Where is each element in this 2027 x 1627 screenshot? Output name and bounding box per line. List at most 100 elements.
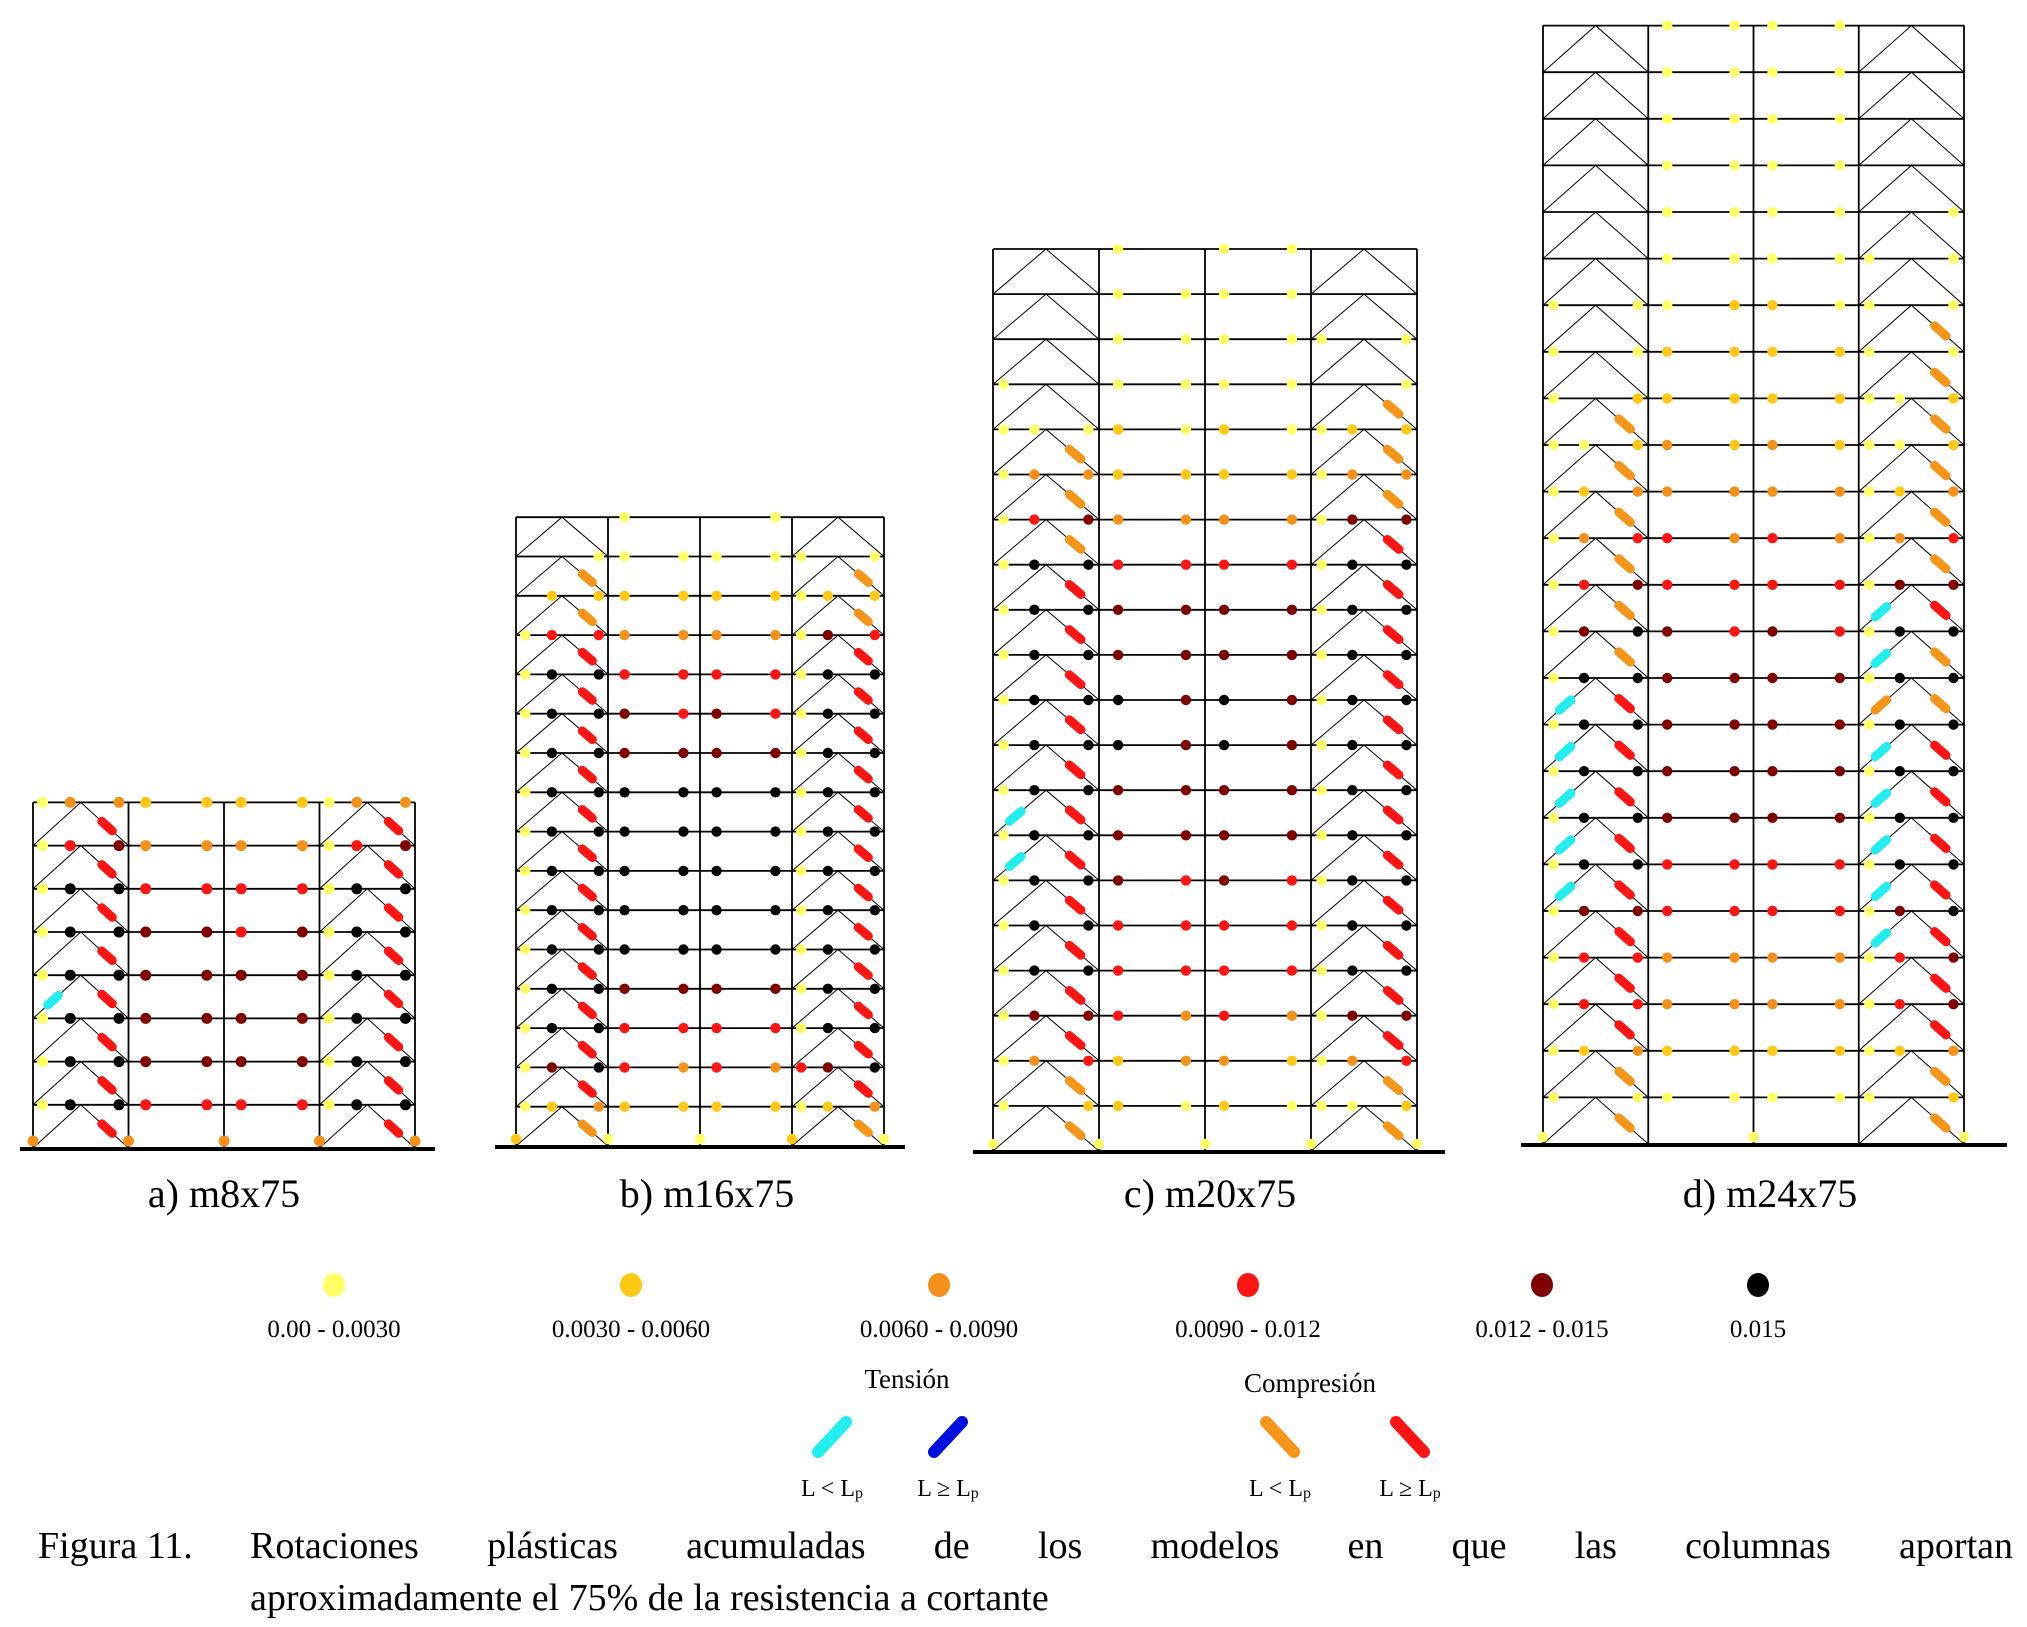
plastic-hinge [619,1022,630,1034]
plastic-hinge [678,787,689,798]
plastic-hinge [770,629,781,641]
plastic-hinge [1083,739,1094,751]
chevron-brace [1858,118,1965,166]
plastic-hinge [1948,393,1959,404]
plastic-hinge [1548,346,1559,357]
plastic-hinge [678,708,689,719]
plastic-hinge [869,865,880,877]
plastic-hinge [520,708,531,719]
plastic-hinge [770,826,781,837]
chevron-brace [1858,71,1965,120]
plastic-hinge [1632,346,1643,357]
plastic-hinge [1661,346,1673,357]
plastic-hinge [770,747,781,759]
brace-hinge-mark [853,569,873,587]
plastic-hinge [1112,694,1124,706]
chevron-brace [791,634,885,675]
plastic-hinge [1401,875,1412,886]
plastic-hinge [1767,579,1778,590]
plastic-hinge [1894,626,1905,637]
plastic-hinge [1316,469,1327,480]
plastic-hinge [1661,20,1673,31]
plastic-hinge [1767,439,1778,451]
brace-hinge-mark [1554,835,1576,855]
plastic-hinge [711,983,722,994]
plastic-hinge [1029,514,1040,525]
plastic-hinge [1347,875,1358,886]
brace-hinge-mark [1064,580,1086,599]
chevron-brace [1858,444,1965,492]
plastic-hinge [1112,424,1124,435]
legend-dot-black [1747,1273,1769,1297]
chevron-brace [1858,910,1965,958]
plastic-hinge [1864,393,1875,404]
chevron-brace [1858,164,1965,213]
plastic-hinge [323,969,335,981]
brace-hinge-mark [1930,461,1951,481]
plastic-hinge [1729,579,1740,590]
brace-hinge-mark [1870,788,1892,808]
plastic-hinge [869,669,880,680]
plastic-hinge [1767,1045,1778,1057]
brace-hinge-mark [1554,881,1576,902]
plastic-hinge [113,1056,125,1068]
plastic-hinge [520,747,531,759]
chevron-brace [1858,257,1965,306]
plastic-hinge [593,669,604,680]
chevron-brace [319,1017,416,1062]
plastic-hinge [37,1099,49,1111]
plastic-hinge [1316,1100,1327,1112]
brace-hinge-mark [1930,973,1951,993]
plastic-hinge [1948,719,1959,730]
brace-hinge-mark [383,989,404,1009]
plastic-hinge [1948,905,1959,917]
legend-dot-red [1237,1273,1259,1297]
plastic-hinge [1347,965,1358,976]
plastic-hinge [37,1056,49,1068]
plastic-hinge [1180,1010,1192,1021]
plastic-hinge [619,747,630,759]
plastic-hinge [1578,952,1590,963]
plastic-hinge [1729,253,1740,264]
plastic-hinge [1767,533,1778,544]
tension-heading: Tensión [864,1364,950,1394]
brace-hinge-mark [1614,1113,1635,1133]
plastic-hinge [1767,766,1778,777]
brace-hinge-mark [577,1001,597,1020]
brace-hinge-mark [1614,1020,1635,1040]
plastic-hinge [998,830,1009,841]
chevron-brace [1858,211,1965,259]
plastic-hinge [822,944,834,955]
brace-hinge-mark [853,1119,873,1138]
plastic-hinge [678,669,689,680]
brace-hinge-mark [97,1076,117,1095]
plastic-hinge [1112,1055,1124,1067]
plastic-hinge [351,926,363,938]
plastic-hinge [1948,346,1959,357]
legend-item-dark-red: 0.012 - 0.015 [1432,1273,1652,1344]
building-label-b: b) m16x75 [619,1171,795,1216]
plastic-hinge [1948,1092,1959,1103]
plastic-hinge [1767,113,1778,125]
column-base-hinge [1305,1138,1317,1150]
chevron-brace [1542,1096,1649,1145]
chevron-brace [1858,304,1965,353]
brace-hinge-mark [577,883,597,902]
brace-hinge-mark [1382,1121,1404,1141]
chevron-brace [1310,248,1418,295]
plastic-hinge [998,379,1009,390]
plastic-hinge [1661,905,1673,917]
plastic-hinge [1894,672,1905,684]
plastic-hinge [546,1062,558,1073]
plastic-hinge [1347,514,1358,525]
plastic-hinge [822,865,834,877]
plastic-hinge [1112,334,1124,345]
brace-hinge-mark [1930,1113,1951,1133]
plastic-hinge [64,1099,76,1111]
chevron-brace [515,516,609,557]
chevron-brace [992,428,1100,475]
chevron-brace [791,948,885,990]
plastic-hinge [1029,604,1040,615]
chevron-brace [992,789,1100,836]
brace-hinge-mark [853,922,873,941]
